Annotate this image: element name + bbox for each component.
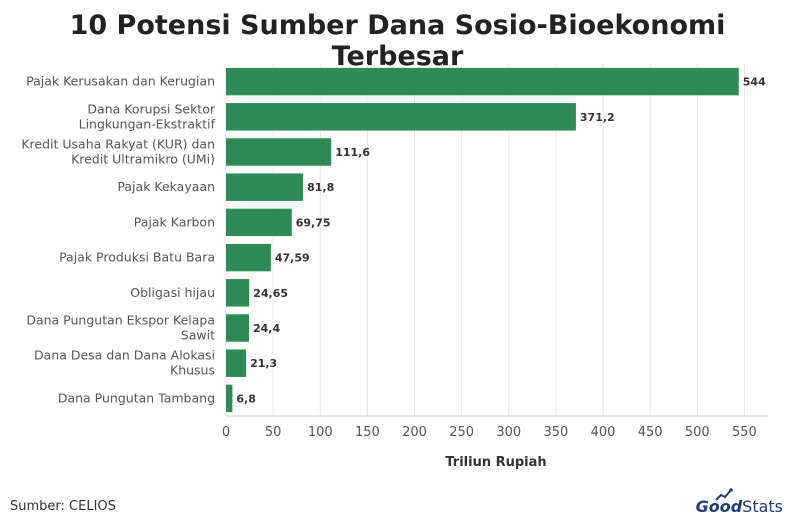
category-label-line: Pajak Kekayaan [117, 179, 215, 194]
x-tick-label: 450 [638, 425, 663, 440]
x-tick-label: 200 [402, 425, 427, 440]
bar [226, 138, 332, 166]
brand-good: Good [695, 497, 743, 516]
data-label: 111,6 [335, 146, 370, 159]
x-tick-label: 0 [222, 425, 230, 440]
category-label-line: Dana Korupsi Sektor [87, 101, 215, 116]
data-label: 21,3 [250, 357, 277, 370]
chart-title: 10 Potensi Sumber Dana Sosio-Bioekonomi … [69, 10, 726, 72]
data-label: 24,4 [253, 322, 280, 335]
category-label-line: Kredit Ultramikro (UMi) [71, 152, 215, 167]
source-note: Sumber: CELIOS [10, 499, 116, 514]
category-label: Kredit Usaha Rakyat (KUR) dan Kredit Ultr… [21, 137, 215, 167]
x-tick-label: 50 [265, 425, 282, 440]
data-label: 24,65 [253, 287, 288, 300]
category-label: Obligasi hijau [130, 285, 215, 300]
x-tick-label: 300 [496, 425, 521, 440]
category-label: Pajak Kerusakan dan Kerugian [26, 74, 215, 89]
bar [226, 208, 292, 237]
bar [226, 279, 250, 307]
x-tick-label: 350 [543, 425, 568, 440]
category-label-line: Kredit Usaha Rakyat (KUR) dan [21, 137, 215, 152]
category-label: Dana Korupsi Sektor Lingkungan-Ekstraktif [79, 101, 216, 131]
bar [226, 314, 249, 342]
data-label: 47,59 [275, 252, 310, 265]
x-tick-label: 400 [591, 425, 616, 440]
brand-stats: Stats [742, 497, 783, 516]
x-tick-label: 100 [308, 425, 333, 440]
bar [226, 243, 271, 272]
category-label-line: Pajak Kerusakan dan Kerugian [26, 74, 215, 89]
category-label-line: Dana Desa dan Dana Alokasi [34, 348, 215, 363]
goodstats-logo-icon [715, 488, 733, 501]
category-label-line: Khusus [170, 363, 215, 378]
category-label-line: Sawit [181, 328, 215, 343]
category-label-line: Dana Pungutan Ekspor Kelapa [26, 313, 215, 328]
data-label: 371,2 [580, 111, 615, 124]
x-axis-title: Triliun Rupiah [445, 455, 546, 470]
category-label: Dana Pungutan Tambang [58, 390, 215, 405]
category-label-line: Pajak Produksi Batu Bara [59, 250, 215, 265]
category-label-line: Lingkungan-Ekstraktif [79, 116, 216, 131]
goodstats-logo: GoodStats [696, 497, 783, 516]
bar [226, 384, 233, 413]
data-label: 6,8 [236, 392, 256, 405]
x-tick-label: 550 [732, 425, 757, 440]
category-label-line: Pajak Karbon [134, 214, 215, 229]
category-label-line: Dana Pungutan Tambang [58, 390, 215, 405]
bar [226, 67, 739, 96]
category-label: Pajak Produksi Batu Bara [59, 250, 215, 265]
bar [226, 349, 247, 377]
category-label: Pajak Karbon [134, 214, 215, 229]
category-label: Dana Desa dan Dana Alokasi Khusus [34, 348, 215, 378]
x-tick-label: 150 [355, 425, 380, 440]
data-label: 544 [743, 76, 766, 89]
bar [226, 173, 304, 201]
x-tick-label: 250 [449, 425, 474, 440]
category-label: Pajak Kekayaan [117, 179, 215, 194]
x-tick-label: 500 [685, 425, 710, 440]
data-label: 81,8 [307, 181, 334, 194]
bar [226, 103, 576, 131]
category-label-line: Obligasi hijau [130, 285, 215, 300]
data-label: 69,75 [296, 216, 331, 229]
category-label: Dana Pungutan Ekspor Kelapa Sawit [26, 313, 215, 343]
